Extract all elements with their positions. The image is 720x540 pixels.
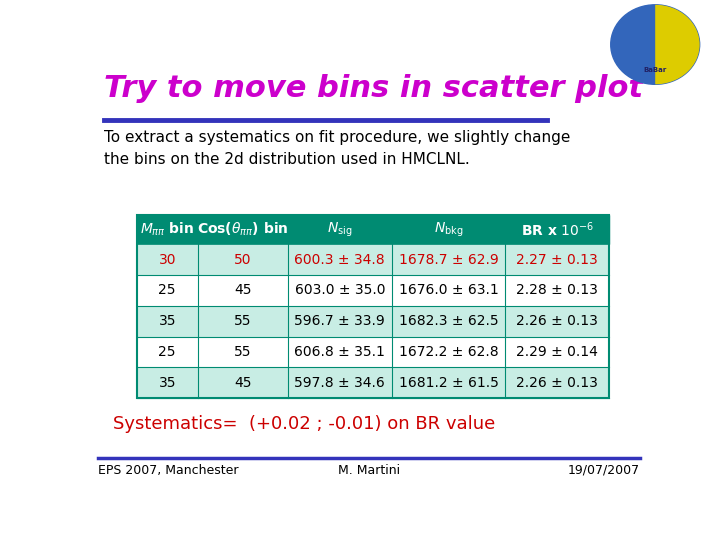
- Text: 1682.3 ± 62.5: 1682.3 ± 62.5: [399, 314, 498, 328]
- Text: 2.27 ± 0.13: 2.27 ± 0.13: [516, 253, 598, 267]
- Bar: [505, 215, 609, 244]
- Text: 55: 55: [234, 345, 251, 359]
- Bar: [288, 244, 392, 275]
- Text: BaBar: BaBar: [644, 66, 667, 73]
- Bar: [137, 367, 198, 398]
- Text: $M_{\pi\pi}$ bin: $M_{\pi\pi}$ bin: [140, 221, 194, 238]
- Bar: [288, 306, 392, 336]
- Text: $N_{\rm bkg}$: $N_{\rm bkg}$: [433, 220, 463, 239]
- Bar: [505, 244, 609, 275]
- Bar: [198, 244, 288, 275]
- Bar: [392, 367, 505, 398]
- Circle shape: [611, 5, 700, 84]
- Text: Systematics=  (+0.02 ; -0.01) on BR value: Systematics= (+0.02 ; -0.01) on BR value: [113, 415, 495, 433]
- Bar: [137, 306, 198, 336]
- Text: 2.29 ± 0.14: 2.29 ± 0.14: [516, 345, 598, 359]
- Bar: [288, 215, 392, 244]
- Bar: [392, 306, 505, 336]
- Text: 1672.2 ± 62.8: 1672.2 ± 62.8: [399, 345, 498, 359]
- Text: 2.26 ± 0.13: 2.26 ± 0.13: [516, 376, 598, 390]
- Bar: [392, 244, 505, 275]
- Text: Try to move bins in scatter plot: Try to move bins in scatter plot: [104, 74, 643, 103]
- Bar: [288, 275, 392, 306]
- Text: 1681.2 ± 61.5: 1681.2 ± 61.5: [399, 376, 498, 390]
- Bar: [137, 275, 198, 306]
- Text: 597.8 ± 34.6: 597.8 ± 34.6: [294, 376, 385, 390]
- Text: 45: 45: [234, 284, 251, 298]
- Wedge shape: [655, 5, 700, 84]
- Bar: [288, 367, 392, 398]
- Text: 600.3 ± 34.8: 600.3 ± 34.8: [294, 253, 385, 267]
- Text: 25: 25: [158, 284, 176, 298]
- Text: 1678.7 ± 62.9: 1678.7 ± 62.9: [399, 253, 498, 267]
- Bar: [137, 215, 609, 244]
- Text: 35: 35: [158, 314, 176, 328]
- Bar: [288, 336, 392, 367]
- Text: 50: 50: [234, 253, 251, 267]
- Bar: [198, 367, 288, 398]
- Bar: [137, 244, 198, 275]
- Text: To extract a systematics on fit procedure, we slightly change
the bins on the 2d: To extract a systematics on fit procedur…: [104, 130, 570, 167]
- Bar: [198, 215, 288, 244]
- Bar: [392, 336, 505, 367]
- Text: Cos($\theta_{\pi\pi}$) bin: Cos($\theta_{\pi\pi}$) bin: [197, 221, 289, 238]
- Text: 30: 30: [158, 253, 176, 267]
- Text: 19/07/2007: 19/07/2007: [568, 464, 640, 477]
- Bar: [392, 215, 505, 244]
- Text: 2.26 ± 0.13: 2.26 ± 0.13: [516, 314, 598, 328]
- Text: 35: 35: [158, 376, 176, 390]
- Bar: [137, 215, 198, 244]
- Text: 45: 45: [234, 376, 251, 390]
- Text: EPS 2007, Manchester: EPS 2007, Manchester: [98, 464, 238, 477]
- Bar: [505, 336, 609, 367]
- Text: BR x $10^{-6}$: BR x $10^{-6}$: [521, 220, 594, 239]
- Text: 596.7 ± 33.9: 596.7 ± 33.9: [294, 314, 385, 328]
- Bar: [505, 306, 609, 336]
- Text: 25: 25: [158, 345, 176, 359]
- Text: 603.0 ± 35.0: 603.0 ± 35.0: [294, 284, 385, 298]
- Bar: [137, 336, 198, 367]
- Text: M. Martini: M. Martini: [338, 464, 400, 477]
- Bar: [137, 215, 609, 398]
- Text: 606.8 ± 35.1: 606.8 ± 35.1: [294, 345, 385, 359]
- Bar: [505, 275, 609, 306]
- Bar: [392, 275, 505, 306]
- Text: 1676.0 ± 63.1: 1676.0 ± 63.1: [399, 284, 498, 298]
- Bar: [198, 306, 288, 336]
- Bar: [505, 367, 609, 398]
- Bar: [198, 275, 288, 306]
- Text: 55: 55: [234, 314, 251, 328]
- Bar: [198, 336, 288, 367]
- Text: 2.28 ± 0.13: 2.28 ± 0.13: [516, 284, 598, 298]
- Text: $N_{\rm sig}$: $N_{\rm sig}$: [327, 220, 353, 239]
